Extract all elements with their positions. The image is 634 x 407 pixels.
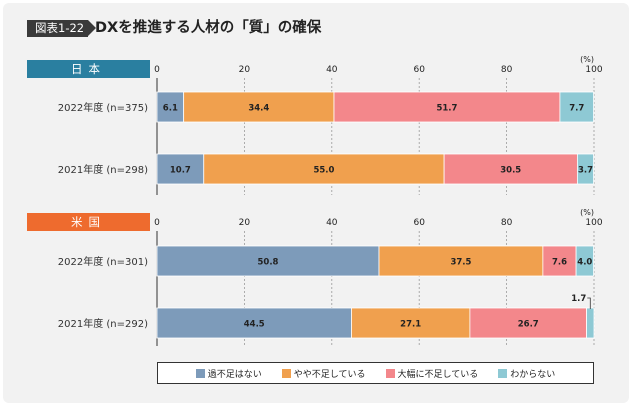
legend-label: やや不足している [293, 369, 366, 380]
data-label: 51.7 [436, 104, 457, 114]
unit-label: (%) [580, 55, 594, 64]
unit-label: (%) [580, 208, 594, 217]
bar-segment [469, 307, 587, 339]
legend-item: わからない [498, 367, 555, 380]
bar-segment [156, 91, 185, 123]
bar-segment [443, 153, 578, 185]
bar-segment [575, 245, 594, 277]
legend-label: 大幅に不足している [397, 369, 479, 380]
x-tick-label: 60 [413, 65, 425, 75]
data-label: 50.8 [258, 258, 279, 268]
legend-swatch [195, 368, 205, 378]
data-label: 37.5 [450, 258, 471, 268]
legend: 過不足はない やや不足している 大幅に不足している わからない [157, 362, 594, 384]
data-label: 30.5 [500, 166, 521, 176]
bar-segment [559, 91, 594, 123]
x-tick-label: 40 [326, 218, 338, 228]
legend-swatch [281, 368, 291, 378]
figure-tag: 図表1-22 [27, 20, 97, 37]
category-label: 2021年度 (n=292) [58, 317, 148, 330]
x-tick-label: 0 [154, 65, 160, 75]
chart-title: DXを推進する人材の「質」の確保 [95, 20, 322, 36]
bar-segment [351, 307, 471, 339]
bar-segment [156, 245, 380, 277]
data-label: 44.5 [244, 320, 265, 330]
x-tick-label: 100 [585, 218, 602, 228]
legend-swatch [498, 368, 508, 378]
bar-segment [586, 307, 595, 339]
bar-segment [333, 91, 561, 123]
data-label: 26.7 [518, 320, 539, 330]
bar-segment [183, 91, 335, 123]
category-label: 2022年度 (n=301) [58, 255, 148, 268]
legend-item: 過不足はない [195, 367, 262, 380]
data-label: 7.7 [569, 104, 584, 114]
data-label: 27.1 [400, 320, 421, 330]
legend-label: わからない [510, 369, 556, 380]
x-tick-label: 100 [585, 65, 602, 75]
leader-line [587, 297, 591, 309]
bar-segment [203, 153, 445, 185]
x-tick-label: 20 [239, 218, 251, 228]
data-label: 4.0 [577, 258, 592, 268]
data-label: 3.7 [578, 166, 593, 176]
bar-segment [542, 245, 577, 277]
legend-item: 大幅に不足している [385, 367, 479, 380]
bar-segment [576, 153, 594, 185]
bar-segment [378, 245, 544, 277]
data-label: 34.4 [248, 104, 269, 114]
x-tick-label: 20 [239, 65, 251, 75]
bar-segment [156, 153, 205, 185]
x-tick-label: 60 [413, 218, 425, 228]
x-tick-label: 80 [501, 65, 513, 75]
data-label: 6.1 [163, 104, 178, 114]
legend-item: やや不足している [281, 367, 366, 380]
data-label: 10.7 [170, 166, 191, 176]
data-label: 1.7 [571, 294, 586, 304]
x-tick-label: 0 [154, 218, 160, 228]
x-tick-label: 80 [501, 218, 513, 228]
bar-segment [156, 307, 352, 339]
panel-label-usa: 米国 [27, 213, 150, 231]
category-label: 2022年度 (n=375) [58, 101, 148, 114]
data-label: 7.6 [552, 258, 567, 268]
data-label: 55.0 [313, 166, 334, 176]
legend-label: 過不足はない [207, 369, 262, 380]
panel-label-japan: 日本 [27, 60, 150, 78]
x-tick-label: 40 [326, 65, 338, 75]
category-label: 2021年度 (n=298) [58, 163, 148, 176]
legend-swatch [385, 368, 395, 378]
